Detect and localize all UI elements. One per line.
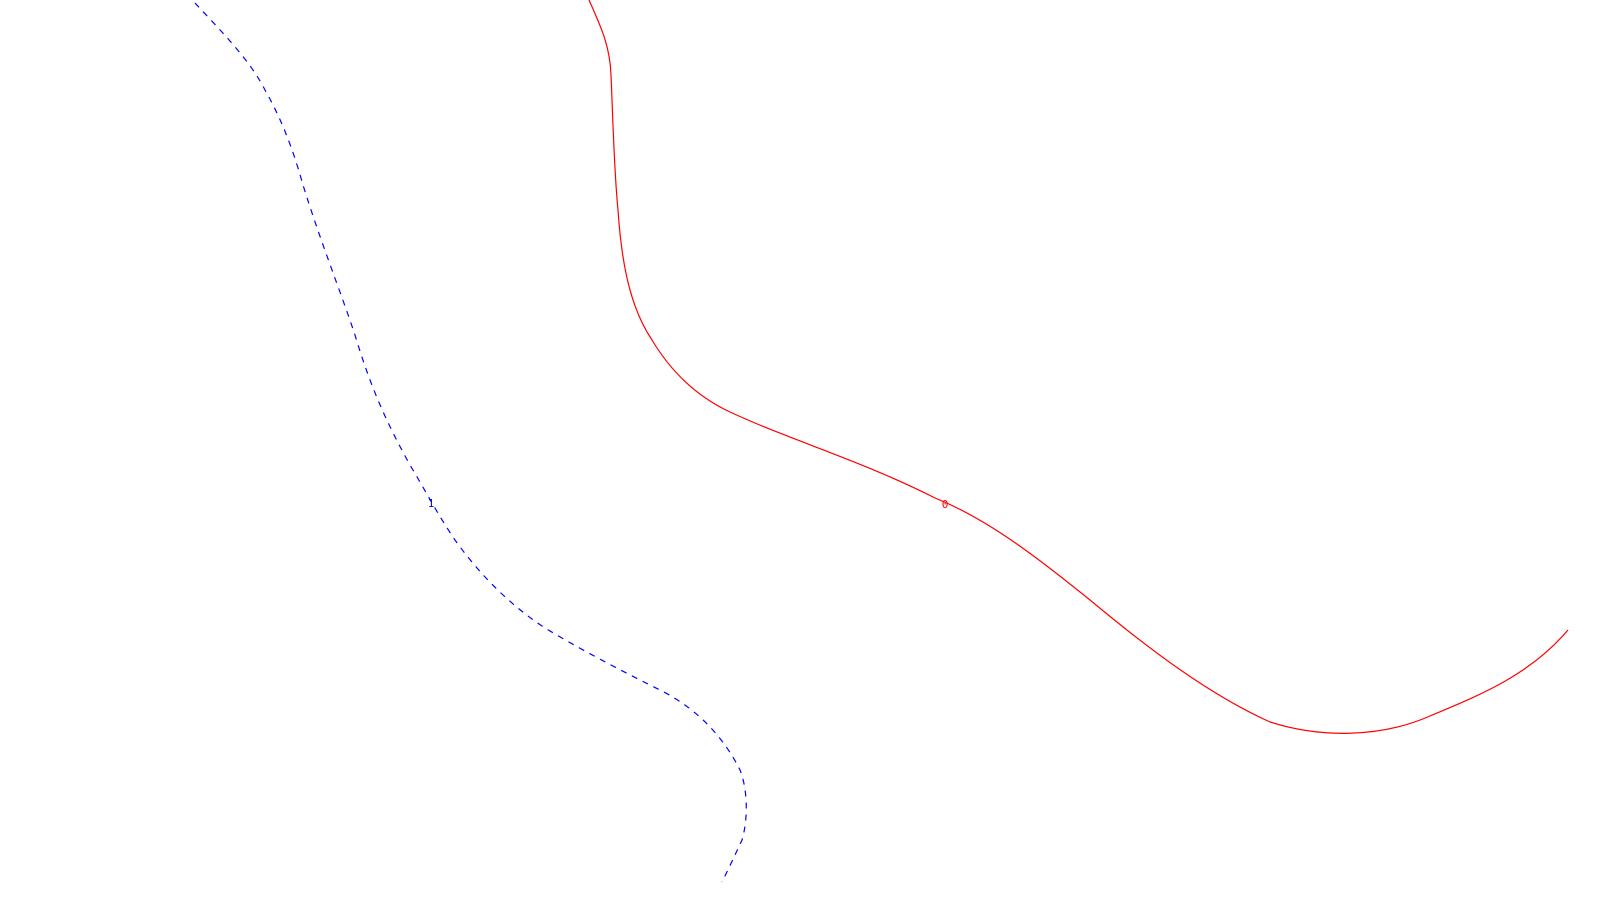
contour-path-level-0	[588, 0, 1569, 734]
contour-label-level-1: 1	[428, 497, 435, 510]
contour-line-level-0: 0	[588, 0, 1569, 734]
contour-label-level-0: 0	[942, 498, 949, 511]
contour-path-level-1	[194, 2, 747, 883]
contour-line-level-1: 1	[194, 2, 747, 883]
